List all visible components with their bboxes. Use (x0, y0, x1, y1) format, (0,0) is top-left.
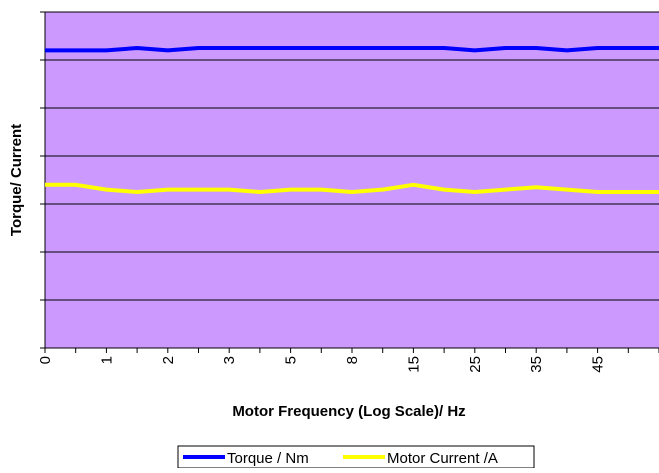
series-line-0 (45, 46, 659, 53)
x-tick-label: 3 (221, 356, 238, 364)
x-tick-label: 0 (37, 356, 54, 364)
plot-area (45, 12, 659, 348)
series-group (45, 46, 659, 194)
x-tick-label: 15 (405, 356, 422, 373)
x-tick-label: 1 (98, 356, 115, 364)
legend-label-current: Motor Current /A (387, 450, 498, 467)
x-tick-label: 35 (528, 356, 545, 373)
x-axis-title: Motor Frequency (Log Scale)/ Hz (232, 403, 465, 420)
legend: Torque / Nm Motor Current /A (177, 445, 535, 469)
x-tick-label: 5 (283, 356, 300, 364)
x-tick-label: 45 (590, 356, 607, 373)
x-tick-label: 2 (160, 356, 177, 364)
y-axis-title: Torque/ Current (8, 124, 25, 236)
x-tick-label: 25 (467, 356, 484, 373)
legend-label-torque: Torque / Nm (227, 450, 309, 467)
y-ticks (40, 11, 45, 349)
x-ticks: 0 1 2 3 5 8 15 25 35 45 (37, 348, 659, 373)
x-tick-label: 8 (344, 356, 361, 364)
series-line-1 (45, 182, 659, 194)
grid-lines (45, 11, 659, 301)
